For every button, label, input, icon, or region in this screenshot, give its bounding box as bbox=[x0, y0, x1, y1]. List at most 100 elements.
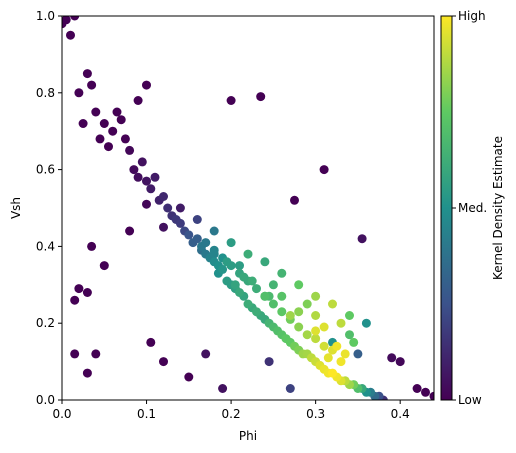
scatter-point bbox=[357, 234, 367, 244]
y-tick-label: 0.2 bbox=[36, 316, 55, 330]
scatter-point bbox=[82, 69, 92, 79]
scatter-point bbox=[345, 311, 354, 320]
scatter-point bbox=[319, 322, 329, 332]
x-tick-label: 0.4 bbox=[391, 407, 410, 421]
y-axis-label: Vsh bbox=[9, 197, 23, 219]
scatter-point bbox=[319, 165, 329, 175]
scatter-point bbox=[294, 307, 304, 317]
scatter-point bbox=[91, 107, 101, 117]
scatter-point bbox=[226, 261, 236, 271]
scatter-point bbox=[201, 238, 211, 248]
scatter-point bbox=[91, 349, 101, 359]
scatter-point bbox=[349, 337, 359, 347]
colorbar-title: Kernel Density Estimate bbox=[491, 136, 505, 280]
scatter-point bbox=[353, 349, 363, 359]
y-tick-label: 0.4 bbox=[36, 239, 55, 253]
scatter-point bbox=[70, 16, 80, 21]
scatter-point bbox=[268, 280, 278, 290]
scatter-point bbox=[252, 284, 261, 294]
scatter-point bbox=[159, 222, 168, 232]
scatter-point bbox=[159, 357, 168, 367]
scatter-point bbox=[332, 341, 342, 351]
scatter-point bbox=[226, 96, 236, 105]
scatter-point bbox=[74, 88, 84, 98]
scatter-point bbox=[125, 145, 135, 155]
scatter-point bbox=[361, 318, 371, 328]
x-tick-label: 0.1 bbox=[137, 407, 156, 421]
scatter-point bbox=[120, 134, 130, 144]
scatter-point bbox=[133, 172, 143, 182]
scatter-point bbox=[192, 215, 202, 224]
scatter-point bbox=[146, 184, 156, 194]
scatter-point bbox=[201, 349, 211, 359]
scatter-point bbox=[142, 199, 151, 209]
scatter-point bbox=[421, 387, 430, 397]
y-axis: 0.0 0.2 0.4 0.6 0.8 1.0 bbox=[36, 9, 62, 407]
scatter-point bbox=[328, 299, 337, 309]
scatter-point bbox=[268, 299, 278, 309]
scatter-point bbox=[277, 307, 287, 317]
scatter-point bbox=[74, 284, 84, 294]
plot-frame bbox=[61, 15, 435, 401]
scatter-point bbox=[340, 349, 350, 359]
scatter-point bbox=[146, 337, 156, 347]
scatter-point bbox=[66, 30, 75, 40]
scatter-point bbox=[209, 245, 219, 255]
scatter-point bbox=[429, 391, 434, 400]
colorbar-gradient bbox=[440, 15, 453, 401]
scatter-point bbox=[290, 195, 299, 205]
scatter-point bbox=[260, 291, 270, 301]
colorbar-label-low: Low bbox=[458, 393, 482, 407]
scatter-point bbox=[328, 368, 337, 378]
x-tick-label: 0.2 bbox=[222, 407, 241, 421]
scatter-point bbox=[395, 357, 405, 367]
scatter-point bbox=[277, 291, 287, 301]
scatter-point bbox=[345, 330, 354, 340]
scatter-point bbox=[226, 238, 236, 248]
y-tick-label: 0.6 bbox=[36, 163, 55, 177]
scatter-point bbox=[70, 349, 80, 359]
scatter-point bbox=[243, 249, 253, 259]
scatter-point bbox=[260, 257, 270, 267]
scatter-point bbox=[235, 261, 244, 271]
scatter-point bbox=[104, 142, 113, 152]
colorbar-label-med: Med. bbox=[458, 201, 487, 215]
scatter-point bbox=[150, 172, 160, 182]
scatter-point bbox=[323, 353, 333, 363]
scatter-point bbox=[137, 157, 147, 167]
scatter-point bbox=[302, 299, 312, 309]
scatter-point bbox=[192, 234, 202, 244]
scatter-points bbox=[62, 16, 434, 400]
scatter-point bbox=[218, 264, 228, 274]
scatter-point bbox=[230, 280, 240, 290]
scatter-point bbox=[87, 80, 97, 90]
scatter-point bbox=[78, 119, 88, 128]
scatter-point bbox=[82, 288, 92, 297]
colorbar-label-high: High bbox=[458, 9, 486, 23]
scatter-point bbox=[116, 115, 126, 125]
scatter-point bbox=[319, 341, 329, 351]
scatter-point bbox=[184, 372, 194, 382]
scatter-point bbox=[129, 165, 139, 175]
scatter-point bbox=[387, 353, 397, 363]
scatter-point bbox=[264, 357, 274, 367]
scatter-point bbox=[294, 280, 304, 290]
scatter-point bbox=[285, 311, 295, 320]
x-tick-label: 0.3 bbox=[306, 407, 325, 421]
y-tick-label: 0.0 bbox=[36, 393, 55, 407]
scatter-point bbox=[163, 203, 173, 213]
scatter-point bbox=[311, 291, 321, 301]
scatter-point bbox=[336, 318, 346, 328]
scatter-point bbox=[87, 241, 97, 251]
colorbar: High Med. Low Kernel Density Estimate bbox=[440, 9, 505, 407]
scatter-point bbox=[252, 307, 261, 317]
x-tick-label: 0.0 bbox=[52, 407, 71, 421]
scatter-point bbox=[218, 384, 228, 393]
scatter-point bbox=[62, 16, 71, 25]
y-tick-label: 0.8 bbox=[36, 86, 55, 100]
scatter-point bbox=[112, 107, 122, 117]
scatter-point bbox=[311, 311, 321, 320]
scatter-point bbox=[175, 203, 185, 213]
scatter-point bbox=[133, 96, 143, 105]
